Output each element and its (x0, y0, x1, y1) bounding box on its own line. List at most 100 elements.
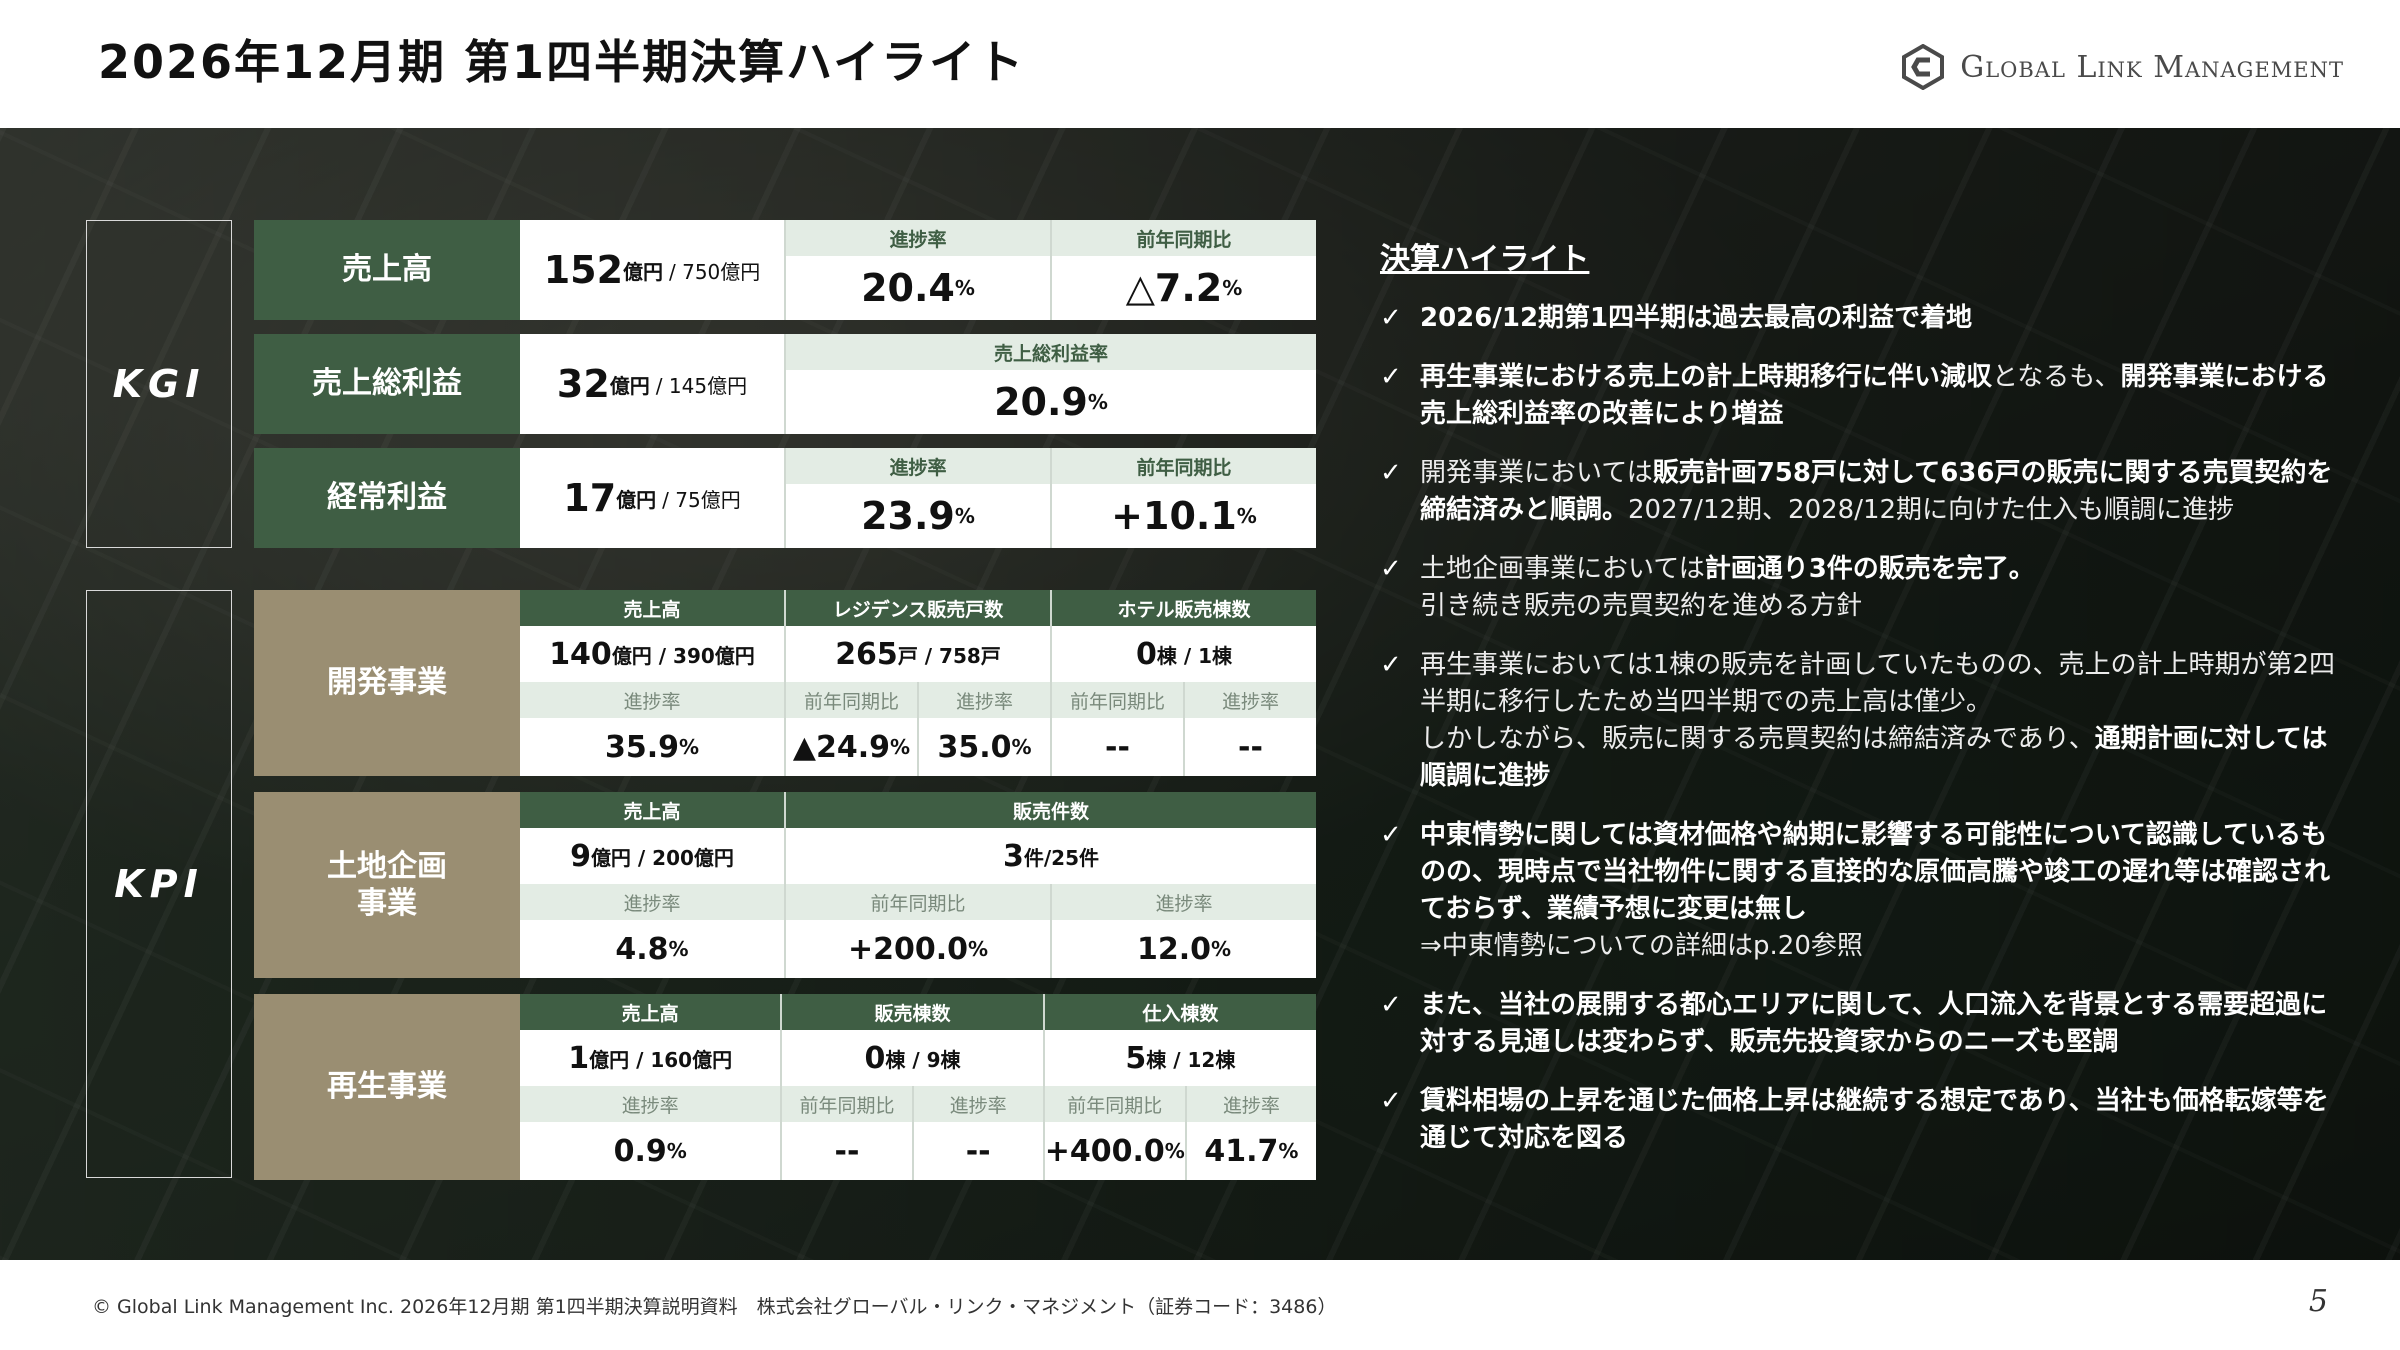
kpi-land-sv-1-num: +200.0 (847, 931, 968, 967)
kgi-row-sales: 売上高 152 億円 / 750億円 進捗率 前年同期比 20.4% △7.2% (254, 220, 1316, 320)
kpi-land-sv-0-num: 4.8 (615, 931, 669, 967)
kpi-land-sv-1: +200.0% (786, 920, 1050, 978)
kpi-dev-sv-3-num: -- (1105, 729, 1130, 765)
highlight-text: 中東情勢に関しては資材価格や納期に影響する可能性について認識しているものの、現時… (1420, 817, 2340, 965)
kpi-dev-sv-2: 35.0% (919, 718, 1050, 776)
kpi-land-sv-0: 4.8% (520, 920, 784, 978)
kgi-ordinary-yoy-unit: % (1236, 504, 1257, 528)
kpi-dev-label: 開発事業 (254, 590, 520, 776)
kpi-dev-sh-1: 前年同期比 (786, 682, 917, 718)
kpi-dev-sv-0-num: 35.9 (604, 729, 679, 765)
kgi-ordinary-progress-unit: % (954, 504, 975, 528)
highlight-item: ✓ 再生事業における売上の計上時期移行に伴い減収となるも、開発事業における売上総利… (1380, 359, 2340, 433)
kpi-dev-sv-1: ▲24.9% (786, 718, 917, 776)
highlight-bold-segment: 中東情勢に関しては資材価格や納期に影響する可能性について認識しているものの、現時… (1420, 820, 2331, 924)
page-title: 2026年12月期 第1四半期決算ハイライト (98, 35, 1026, 89)
kpi-regen-h-sold: 販売棟数 (782, 994, 1043, 1030)
kgi-gross-margin-header: 売上総利益率 (786, 334, 1316, 370)
kgi-ordinary-target: / 75億円 (662, 487, 741, 512)
kpi-dev-v-sales-num: 140 (549, 636, 612, 672)
kpi-dev-sv-1-num: ▲24.9 (792, 729, 891, 765)
kpi-dev-v-units: 265 戸 / 758戸 (786, 626, 1050, 682)
kpi-land-h-count: 販売件数 (786, 792, 1316, 828)
kpi-category-label: KPI (114, 862, 204, 906)
glm-logo-icon (1902, 44, 1945, 90)
kpi-land-label: 土地企画 事業 (254, 792, 520, 978)
check-icon: ✓ (1380, 1086, 1402, 1116)
kgi-ordinary-yoy-cell: +10.1% (1052, 484, 1316, 548)
kpi-regen-sh-1: 前年同期比 (782, 1086, 912, 1122)
kgi-sales-value-cell: 152 億円 / 750億円 (520, 220, 786, 320)
kgi-gross-margin-unit: % (1087, 390, 1108, 414)
kgi-gross-value-cell: 32 億円 / 145億円 (520, 334, 786, 434)
kpi-regen-sv-3-unit: % (1164, 1139, 1185, 1163)
kpi-regen-v-sold-unit: 棟 / 9棟 (885, 1047, 961, 1072)
kpi-regen-sv-4: 41.7% (1186, 1122, 1316, 1180)
kgi-category-label: KGI (112, 362, 206, 406)
kpi-regen-sv-0-unit: % (666, 1139, 687, 1163)
kpi-land-v-sales-unit: 億円 / 200億円 (590, 845, 734, 870)
kpi-row-land: 土地企画 事業 売上高 販売件数 9 億円 / 200億円 3 件/25件 進捗率 … (254, 792, 1316, 978)
kpi-regen-v-sold-num: 0 (864, 1040, 886, 1076)
kpi-dev-sh-0: 進捗率 (520, 682, 784, 718)
kpi-regen-sv-3: +400.0% (1044, 1122, 1185, 1180)
kpi-regen-sh-0: 進捗率 (520, 1086, 781, 1122)
kgi-sales-yoy-cell: △7.2% (1052, 256, 1316, 320)
kgi-row-ordinary: 経常利益 17 億円 / 75億円 進捗率 前年同期比 23.9% +10.1% (254, 448, 1316, 548)
check-icon: ✓ (1380, 820, 1402, 850)
kpi-land-sv-1-unit: % (967, 937, 989, 961)
highlight-text: 開発事業においては販売計画758戸に対して636戸の販売に関する売買契約を締結済… (1420, 455, 2340, 529)
kgi-ordinary-yoy-header: 前年同期比 (1052, 448, 1316, 484)
kgi-gross-label: 売上総利益 (254, 334, 520, 434)
highlight-text: また、当社の展開する都心エリアに関して、人口流入を背景とする需要超過に対する見通… (1420, 987, 2340, 1061)
highlight-item: ✓ 土地企画事業においては計画通り3件の販売を完了。 引き続き販売の売買契約を進める… (1380, 551, 2340, 625)
highlight-bold-segment: 賃料相場の上昇を通じた価格上昇は継続する想定であり、当社も価格転嫁等を通じて対応… (1420, 1086, 2329, 1153)
kpi-dev-sv-2-num: 35.0 (937, 729, 1012, 765)
check-icon: ✓ (1380, 650, 1402, 680)
kpi-land-sh-2: 進捗率 (1052, 884, 1316, 920)
kpi-dev-v-units-num: 265 (835, 636, 898, 672)
kgi-sales-progress-unit: % (954, 276, 975, 300)
kgi-sales-yoy-header: 前年同期比 (1052, 220, 1316, 256)
kpi-land-v-count-unit: 件/25件 (1023, 845, 1099, 870)
kpi-regen-v-purchased-num: 5 (1125, 1040, 1147, 1076)
kgi-sales-unit: 億円 (623, 259, 664, 284)
kpi-regen-sv-2: -- (913, 1122, 1043, 1180)
check-icon: ✓ (1380, 362, 1402, 392)
kgi-sales-yoy: △7.2 (1125, 266, 1223, 310)
slide-footer: © Global Link Management Inc. 2026年12月期 … (0, 1260, 2400, 1350)
slide-header: 2026年12月期 第1四半期決算ハイライト Global Link Manag… (0, 0, 2400, 128)
kpi-dev-v-hotel-num: 0 (1135, 636, 1157, 672)
highlight-segment: 引き続き販売の売買契約を進める方針 (1420, 591, 1863, 621)
kpi-dev-v-sales-unit: 億円 / 390億円 (611, 643, 755, 668)
kpi-land-sv-2-num: 12.0 (1136, 931, 1211, 967)
kgi-ordinary-yoy: +10.1 (1111, 494, 1237, 538)
kpi-dev-v-sales: 140 億円 / 390億円 (520, 626, 784, 682)
kpi-regen-h-purchased: 仕入棟数 (1044, 994, 1316, 1030)
kpi-dev-h-hotel: ホテル販売棟数 (1052, 590, 1316, 626)
kpi-land-sv-0-unit: % (668, 937, 689, 961)
kpi-land-v-sales-num: 9 (570, 838, 591, 874)
kpi-regen-label: 再生事業 (254, 994, 520, 1180)
kgi-gross-unit: 億円 (609, 373, 650, 398)
kpi-land-h-sales: 売上高 (520, 792, 784, 828)
kpi-row-dev: 開発事業 売上高 レジデンス販売戸数 ホテル販売棟数 140 億円 / 390億円… (254, 590, 1316, 776)
highlight-item: ✓ また、当社の展開する都心エリアに関して、人口流入を背景とする需要超過に対する見… (1380, 987, 2340, 1061)
kgi-gross-margin-cell: 20.9% (786, 370, 1316, 434)
kpi-dev-sv-0-unit: % (678, 735, 700, 759)
kpi-dev-h-units: レジデンス販売戸数 (786, 590, 1050, 626)
kgi-sales-yoy-unit: % (1222, 276, 1243, 300)
kpi-regen-v-sales-num: 1 (568, 1040, 590, 1076)
highlight-segment: 再生事業においては1棟の販売を計画していたものの、売上の計上時期が第2四半期に移… (1420, 650, 2336, 717)
highlights-title: 決算ハイライト (1380, 242, 1590, 277)
kgi-ordinary-progress-cell: 23.9% (786, 484, 1050, 548)
check-icon: ✓ (1380, 990, 1402, 1020)
kpi-dev-v-hotel-unit: 棟 / 1棟 (1156, 643, 1233, 668)
kgi-ordinary-unit: 億円 (616, 487, 657, 512)
kpi-dev-sv-0: 35.9% (520, 718, 784, 776)
kpi-land-sh-0: 進捗率 (520, 884, 784, 920)
kpi-regen-v-purchased-unit: 棟 / 12棟 (1146, 1047, 1236, 1072)
logo-text: Global Link Management (1960, 49, 2344, 85)
